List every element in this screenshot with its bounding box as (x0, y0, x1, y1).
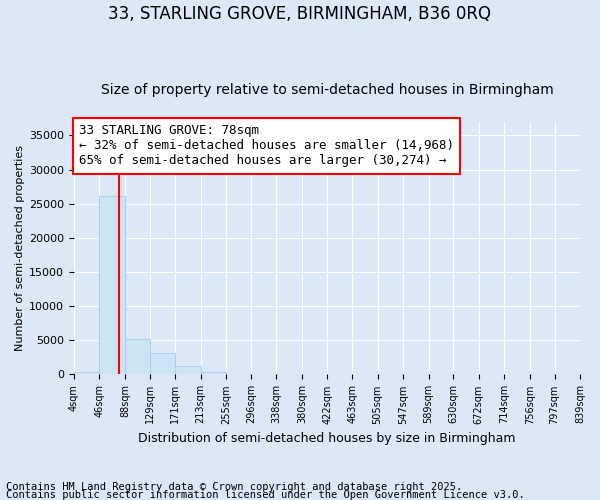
X-axis label: Distribution of semi-detached houses by size in Birmingham: Distribution of semi-detached houses by … (138, 432, 516, 445)
Bar (200, 372, 226, 374)
Text: 33, STARLING GROVE, BIRMINGHAM, B36 0RQ: 33, STARLING GROVE, BIRMINGHAM, B36 0RQ (109, 5, 491, 23)
Bar (175, 366, 200, 374)
Text: Contains public sector information licensed under the Open Government Licence v3: Contains public sector information licen… (6, 490, 525, 500)
Bar (74, 372, 100, 374)
Bar (125, 339, 150, 374)
Y-axis label: Number of semi-detached properties: Number of semi-detached properties (15, 145, 25, 351)
Text: Contains HM Land Registry data © Crown copyright and database right 2025.: Contains HM Land Registry data © Crown c… (6, 482, 462, 492)
Title: Size of property relative to semi-detached houses in Birmingham: Size of property relative to semi-detach… (101, 83, 553, 97)
Text: 33 STARLING GROVE: 78sqm
← 32% of semi-detached houses are smaller (14,968)
65% : 33 STARLING GROVE: 78sqm ← 32% of semi-d… (79, 124, 454, 168)
Bar (100, 196, 125, 374)
Bar (150, 352, 175, 374)
